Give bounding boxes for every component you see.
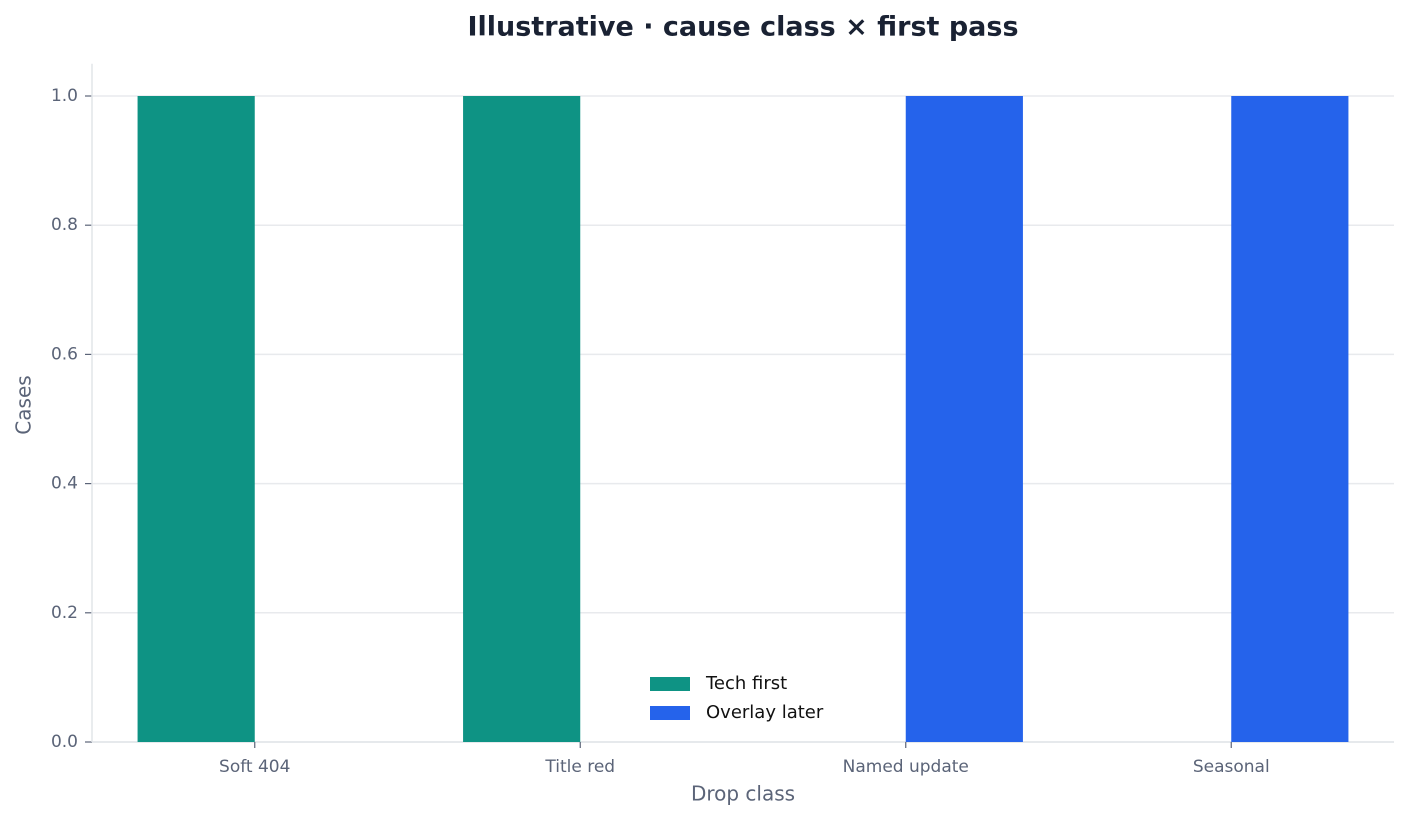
x-tick-label: Soft 404 — [219, 757, 290, 777]
y-tick-label: 0.4 — [51, 474, 78, 494]
legend-swatch — [650, 677, 690, 691]
legend-label: Tech first — [705, 673, 787, 694]
legend-label: Overlay later — [706, 702, 824, 723]
y-tick-label: 1.0 — [51, 86, 78, 106]
bar — [905, 96, 1023, 742]
legend-swatch — [650, 706, 690, 720]
y-tick-label: 0.8 — [51, 215, 78, 235]
x-axis-label: Drop class — [691, 782, 795, 806]
bar — [463, 96, 581, 742]
y-tick-label: 0.6 — [51, 344, 78, 364]
bar — [137, 96, 255, 742]
x-tick-label: Title red — [544, 757, 615, 777]
y-tick-label: 0.0 — [51, 732, 78, 752]
x-tick-label: Seasonal — [1193, 757, 1270, 777]
x-tick-label: Named update — [843, 757, 969, 777]
y-tick-label: 0.2 — [51, 603, 78, 623]
y-axis-label: Cases — [12, 375, 36, 434]
bar — [1231, 96, 1349, 742]
chart-title: Illustrative · cause class × first pass — [467, 12, 1018, 43]
